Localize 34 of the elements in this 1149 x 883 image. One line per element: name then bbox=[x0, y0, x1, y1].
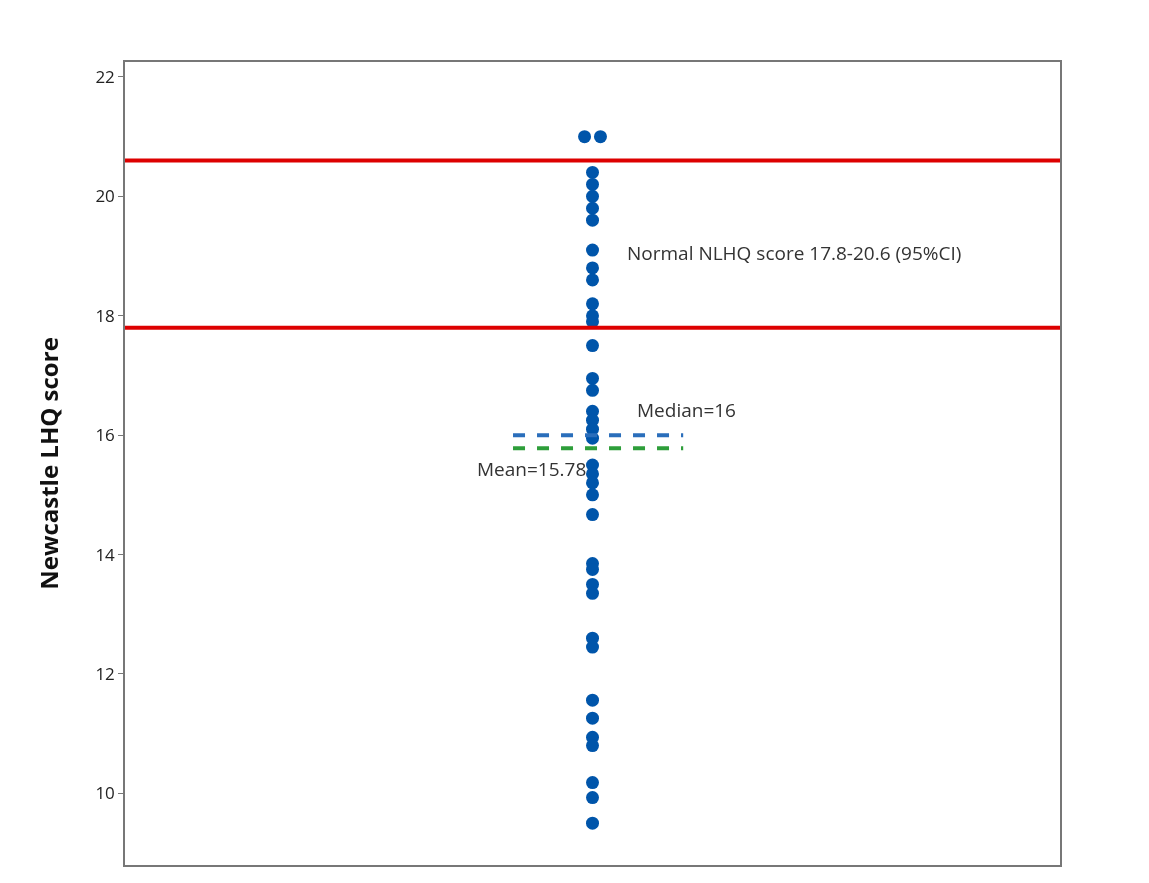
y-tick-label: 14 bbox=[95, 542, 116, 566]
y-axis-title: Newcastle LHQ score bbox=[32, 337, 65, 590]
annotation: Normal NLHQ score 17.8-20.6 (95%CI) bbox=[627, 240, 962, 266]
point bbox=[586, 640, 599, 654]
y-tick-label: 16 bbox=[95, 423, 115, 447]
point bbox=[586, 693, 599, 707]
y-tick-label: 18 bbox=[95, 303, 115, 327]
point bbox=[586, 189, 599, 203]
y-tick-label: 20 bbox=[95, 184, 115, 208]
point bbox=[586, 213, 599, 227]
point bbox=[586, 488, 599, 502]
point bbox=[586, 476, 599, 490]
point bbox=[586, 776, 599, 790]
point bbox=[586, 711, 599, 725]
point bbox=[586, 586, 599, 600]
point bbox=[586, 177, 599, 191]
point bbox=[586, 816, 599, 830]
point bbox=[586, 791, 599, 805]
point bbox=[586, 261, 599, 275]
point bbox=[586, 508, 599, 522]
y-tick-label: 12 bbox=[95, 661, 115, 685]
point bbox=[586, 201, 599, 215]
point bbox=[586, 297, 599, 311]
point bbox=[586, 339, 599, 353]
ref-line-label: Mean=15.78 bbox=[477, 456, 587, 482]
y-tick-label: 10 bbox=[95, 781, 115, 805]
point bbox=[586, 243, 599, 257]
point bbox=[586, 739, 599, 753]
point bbox=[586, 383, 599, 397]
y-tick-label: 22 bbox=[95, 64, 115, 88]
point bbox=[586, 371, 599, 385]
ref-line-label: Median=16 bbox=[637, 397, 736, 423]
point bbox=[586, 165, 599, 179]
point bbox=[586, 273, 599, 287]
